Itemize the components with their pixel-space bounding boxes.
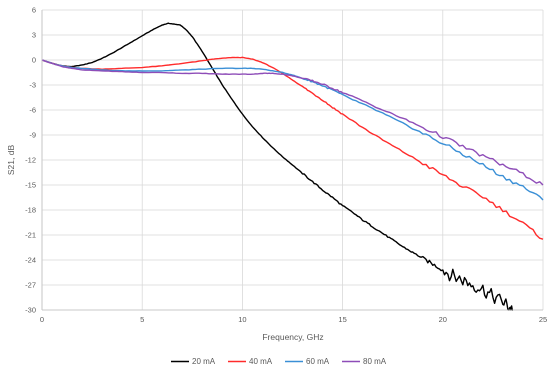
legend-label: 60 mA bbox=[306, 357, 330, 366]
x-tick-label: 15 bbox=[338, 315, 346, 324]
y-tick-label: -30 bbox=[25, 306, 36, 315]
legend-label: 20 mA bbox=[192, 357, 216, 366]
y-tick-label: -18 bbox=[25, 206, 36, 215]
legend-label: 80 mA bbox=[363, 357, 387, 366]
y-tick-label: -27 bbox=[25, 281, 36, 290]
x-tick-label: 10 bbox=[238, 315, 246, 324]
x-axis-title: Frequency, GHz bbox=[262, 332, 323, 342]
y-tick-label: -24 bbox=[25, 256, 36, 265]
y-tick-label: -21 bbox=[25, 231, 36, 240]
y-tick-label: -6 bbox=[29, 106, 36, 115]
x-tick-label: 0 bbox=[40, 315, 44, 324]
series-line-60-ma bbox=[41, 59, 544, 201]
y-axis-title: S21, dB bbox=[6, 145, 16, 176]
y-tick-label: 6 bbox=[32, 6, 36, 15]
y-tick-label: -9 bbox=[29, 131, 36, 140]
series-line-80-ma bbox=[41, 59, 544, 186]
gridlines bbox=[41, 9, 544, 311]
y-tick-label: 3 bbox=[32, 31, 36, 40]
x-tick-labels: 0 5 10 15 20 25 bbox=[40, 315, 547, 324]
x-tick-label: 20 bbox=[439, 315, 447, 324]
legend-label: 40 mA bbox=[249, 357, 273, 366]
legend: 20 mA 40 mA 60 mA 80 mA bbox=[171, 357, 387, 366]
series-lines bbox=[41, 22, 544, 311]
y-tick-label: 0 bbox=[32, 56, 36, 65]
series-line-40-ma bbox=[41, 56, 544, 240]
series-line-20-ma bbox=[41, 22, 513, 311]
x-tick-label: 25 bbox=[539, 315, 547, 324]
y-tick-label: -15 bbox=[25, 181, 36, 190]
y-tick-labels: 6 3 0 -3 -6 -9 -12 -15 -18 -21 -24 -27 -30 bbox=[25, 6, 36, 315]
axes bbox=[41, 10, 543, 311]
y-tick-label: -12 bbox=[25, 156, 36, 165]
x-tick-label: 5 bbox=[140, 315, 144, 324]
y-tick-label: -3 bbox=[29, 81, 36, 90]
